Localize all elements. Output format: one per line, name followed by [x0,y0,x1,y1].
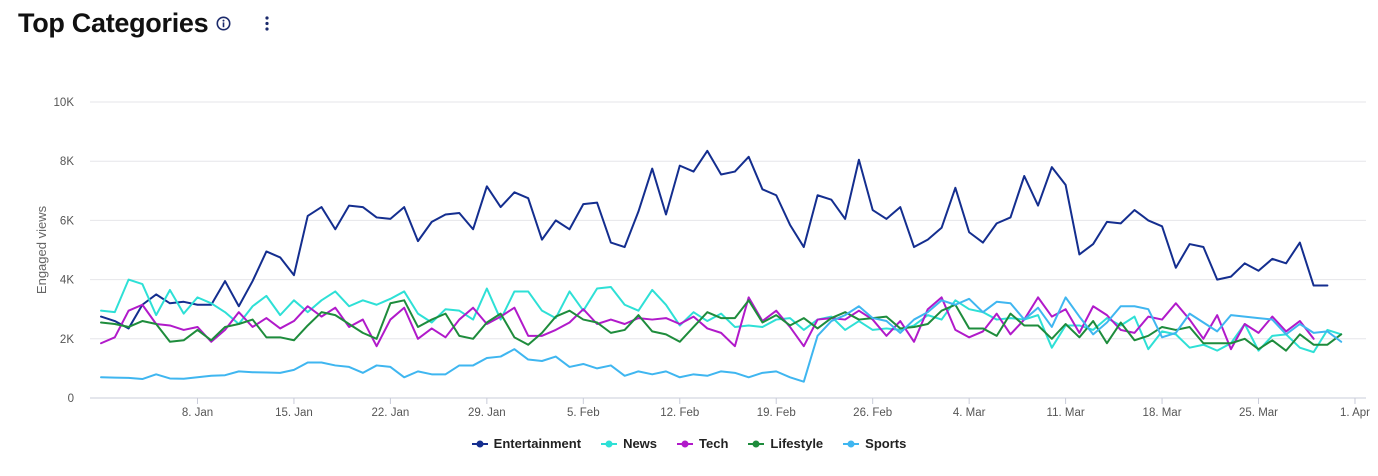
x-tick-label: 5. Feb [567,407,600,419]
x-tick-label: 29. Jan [468,407,506,419]
info-icon[interactable] [216,16,231,31]
series-line-entertainment[interactable] [100,149,1329,330]
legend-label: Entertainment [493,436,582,451]
legend-label: Lifestyle [770,436,824,451]
legend-item-sports[interactable]: Sports [843,436,906,451]
x-tick-label: 19. Feb [757,407,796,419]
series-line-lifestyle[interactable] [100,299,1343,352]
x-tick-label: 18. Mar [1143,407,1182,419]
more-options-icon[interactable] [259,13,275,35]
x-tick-label: 11. Mar [1047,407,1085,419]
x-tick-label: 22. Jan [372,407,410,419]
y-axis-ticks: 0 2K 4K 6K 8K 10K [54,97,75,405]
y-tick-label: 2K [60,334,74,346]
x-tick-label: 15. Jan [275,407,313,419]
series-line-tech[interactable] [100,296,1315,351]
y-tick-label: 6K [60,215,74,227]
y-tick-label: 10K [54,97,75,109]
legend-label: News [623,436,658,451]
legend-swatch [601,440,618,447]
legend-item-entertainment[interactable]: Entertainment [471,436,582,451]
series-line-sports[interactable] [100,296,1343,383]
x-tick-label: 26. Feb [853,407,892,419]
legend-swatch [471,440,488,447]
y-tick-label: 8K [60,156,74,168]
x-tick-label: 4. Mar [953,407,986,419]
legend-item-lifestyle[interactable]: Lifestyle [748,436,823,451]
legend-item-tech[interactable]: Tech [677,436,728,451]
legend-swatch [748,440,765,447]
x-tick-label: 8. Jan [182,407,213,419]
legend-swatch [677,440,694,447]
x-tick-label: 1. Apr [1340,407,1370,419]
legend: Entertainment News Tech Lifestyle Sports [0,436,1378,451]
x-tick-label: 12. Feb [660,407,699,419]
series-lines [100,149,1343,383]
line-chart: 0 2K 4K 6K 8K 10K 8. Jan 15. Jan 22. Jan 29. Jan… [34,97,1370,419]
x-axis-ticks: 8. Jan 15. Jan 22. Jan 29. Jan 5. Feb 12. Feb… [182,398,1370,419]
y-axis-title: Engaged views [34,205,49,294]
legend-label: Sports [865,436,907,451]
legend-item-news[interactable]: News [601,436,657,451]
y-tick-label: 0 [68,393,74,405]
chart-header: Top Categories [18,8,275,39]
legend-label: Tech [699,436,729,451]
x-tick-label: 25. Mar [1239,407,1278,419]
page-title: Top Categories [18,8,209,38]
series-line-news[interactable] [100,278,1343,354]
legend-swatch [843,440,860,447]
y-tick-label: 4K [60,275,74,287]
